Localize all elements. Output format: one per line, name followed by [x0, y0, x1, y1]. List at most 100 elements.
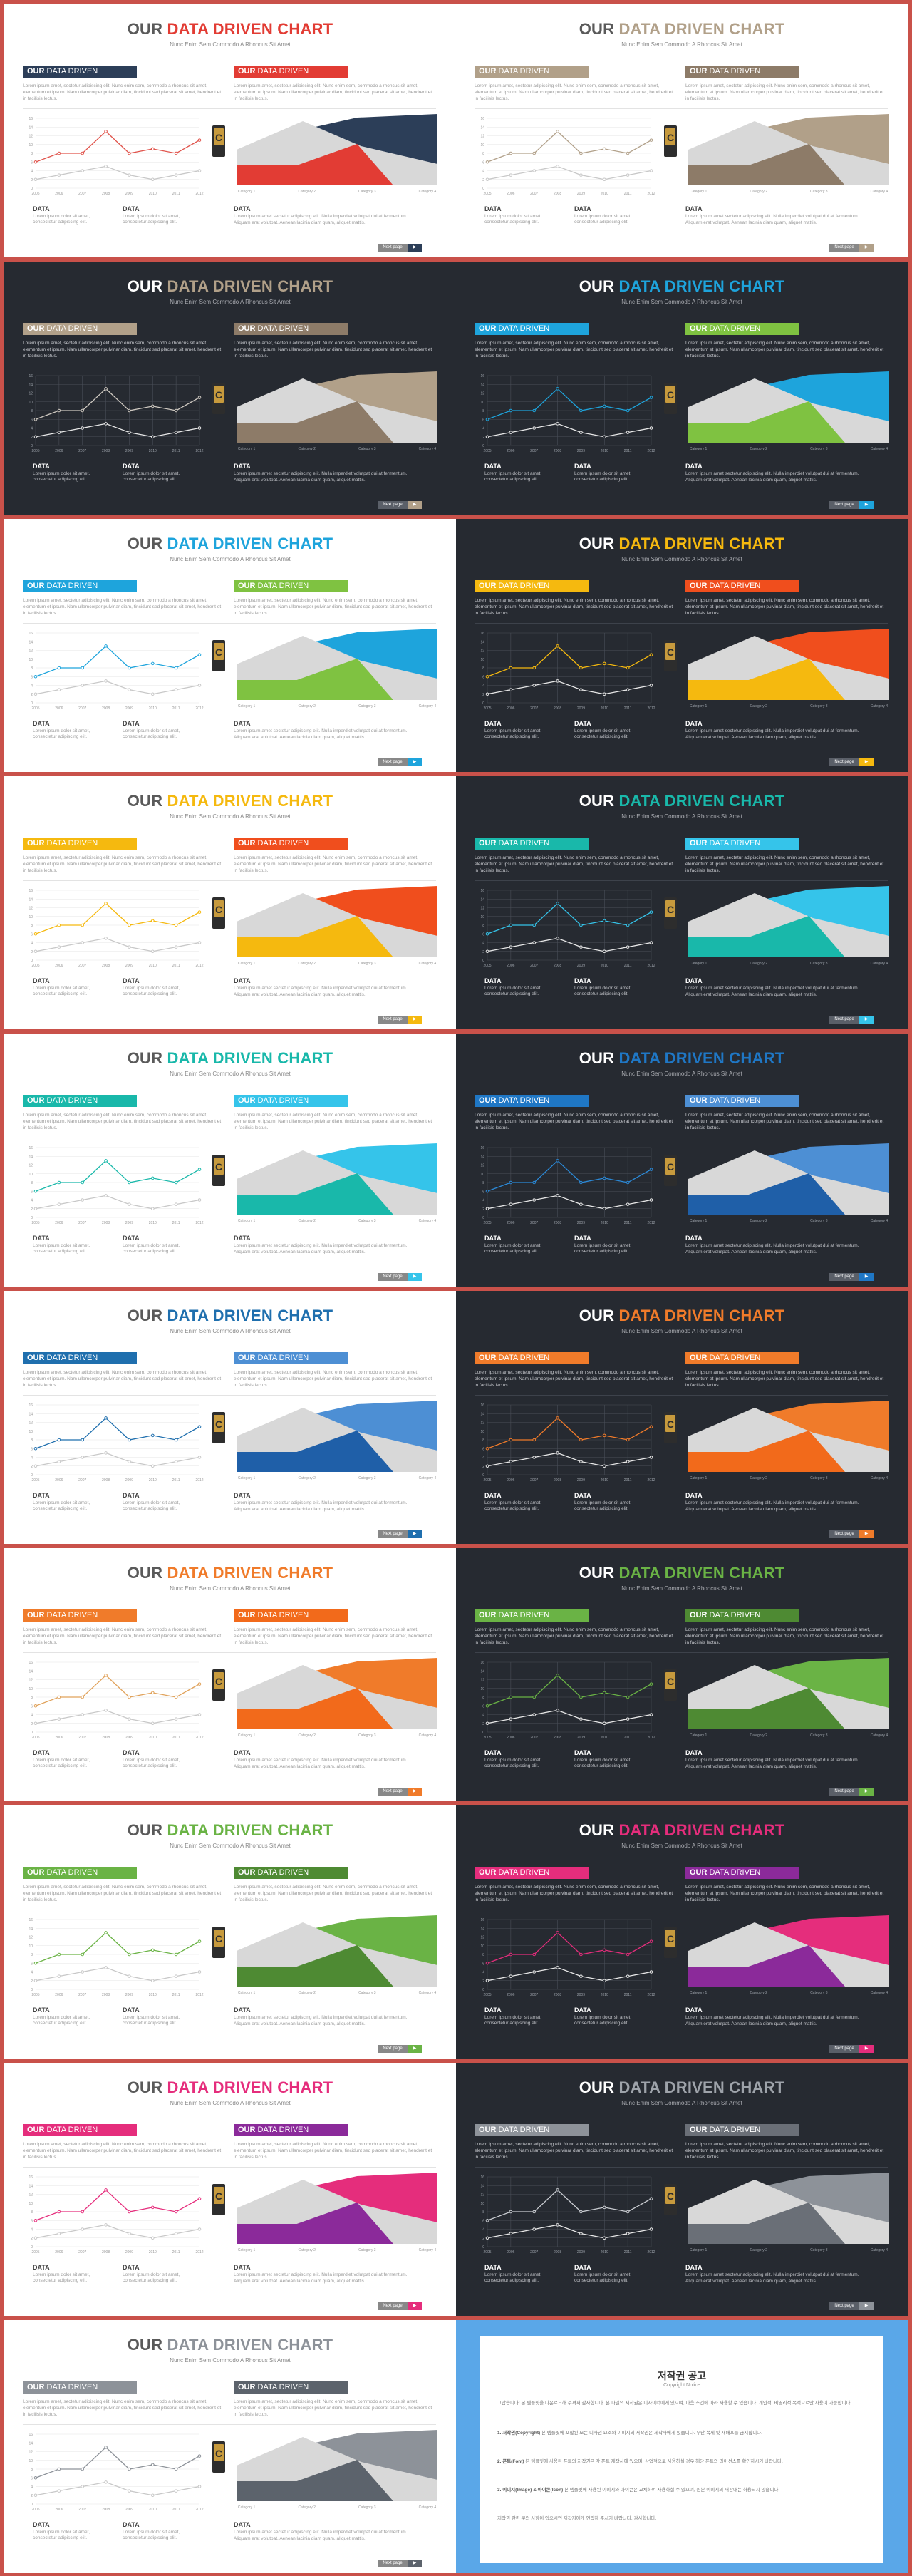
arrow-right-icon[interactable]: ▶: [859, 1788, 874, 1796]
arrow-right-icon[interactable]: ▶: [408, 1530, 422, 1538]
page-nav[interactable]: Next page ▶: [378, 244, 422, 252]
page-nav[interactable]: Next page ▶: [829, 244, 874, 252]
arrow-right-icon[interactable]: ▶: [859, 758, 874, 766]
page-nav[interactable]: Next page ▶: [378, 1016, 422, 1024]
page-nav[interactable]: Next page ▶: [829, 1016, 874, 1024]
page-nav-label: Next page: [829, 2302, 859, 2310]
arrow-right-icon[interactable]: ▶: [408, 2560, 422, 2567]
x-tick-label: 2010: [601, 964, 608, 968]
arrow-right-icon[interactable]: ▶: [408, 244, 422, 252]
slide-thumbnail[interactable]: OUR DATA DRIVEN CHART Nunc Enim Sem Comm…: [456, 2063, 908, 2316]
section-label-right: OUR DATA DRIVEN: [234, 1609, 348, 1622]
right-bottom-text: Lorem ipsum amet sectetur adipiscing eli…: [685, 2272, 859, 2284]
arrow-right-icon[interactable]: ▶: [859, 1273, 874, 1281]
slide-thumbnail[interactable]: OUR DATA DRIVEN CHART Nunc Enim Sem Comm…: [4, 519, 456, 772]
series-point: [174, 1202, 178, 1206]
page-nav[interactable]: Next page ▶: [829, 758, 874, 766]
arrow-right-icon[interactable]: ▶: [859, 1530, 874, 1538]
slide-thumbnail[interactable]: OUR DATA DRIVEN CHART Nunc Enim Sem Comm…: [456, 1548, 908, 1801]
page-nav[interactable]: Next page ▶: [829, 1530, 874, 1538]
page-nav-label: Next page: [378, 501, 408, 509]
series-point: [602, 1721, 606, 1726]
area-series-front: [688, 916, 845, 957]
page-nav[interactable]: Next page ▶: [378, 2560, 422, 2567]
series-point: [485, 1207, 489, 1211]
arrow-right-icon[interactable]: ▶: [408, 501, 422, 509]
y-tick-label: 0: [482, 1216, 484, 1220]
slide-thumbnail[interactable]: OUR DATA DRIVEN CHART Nunc Enim Sem Comm…: [4, 1548, 456, 1801]
right-bottom-text: Lorem ipsum amet sectetur adipiscing eli…: [685, 1243, 859, 1254]
slide-subtitle: Nunc Enim Sem Commodo A Rhoncus Sit Amet: [170, 41, 291, 48]
data-text-2: Lorem ipsum dolor sit amet, consectetur …: [123, 471, 180, 482]
arrow-right-icon[interactable]: ▶: [408, 1273, 422, 1281]
line-chart: 0 2 4 6 8 10 12 14 16 2005 2006 2007 2008 2009 2010 201…: [28, 889, 203, 968]
arrow-right-icon[interactable]: ▶: [859, 2302, 874, 2310]
slide-thumbnail[interactable]: OUR DATA DRIVEN CHART Nunc Enim Sem Comm…: [4, 4, 456, 257]
data-heading-1: DATA: [484, 463, 502, 470]
x-tick-label: 2008: [554, 1221, 561, 1225]
y-tick-label: 10: [28, 401, 33, 405]
section-label-right: OUR DATA DRIVEN: [685, 323, 799, 335]
slide-thumbnail[interactable]: OUR DATA DRIVEN CHART Nunc Enim Sem Comm…: [456, 4, 908, 257]
page-nav[interactable]: Next page ▶: [378, 1788, 422, 1796]
slide-thumbnail[interactable]: OUR DATA DRIVEN CHART Nunc Enim Sem Comm…: [4, 2320, 456, 2573]
page-nav[interactable]: Next page ▶: [829, 1273, 874, 1281]
slide-thumbnail[interactable]: OUR DATA DRIVEN CHART Nunc Enim Sem Comm…: [456, 1034, 908, 1287]
data-text-1: Lorem ipsum dolor sit amet, consectetur …: [33, 986, 90, 996]
x-tick-label: 2008: [102, 1221, 110, 1225]
data-heading-3: DATA: [234, 2006, 251, 2014]
series-point: [104, 165, 108, 168]
slide-thumbnail[interactable]: OUR DATA DRIVEN CHART Nunc Enim Sem Comm…: [4, 2063, 456, 2316]
slide-thumbnail[interactable]: OUR DATA DRIVEN CHART Nunc Enim Sem Comm…: [456, 776, 908, 1029]
area-series-front: [237, 1945, 393, 1987]
series-point: [128, 1717, 131, 1721]
slide-thumbnail[interactable]: OUR DATA DRIVEN CHART Nunc Enim Sem Comm…: [4, 1291, 456, 1544]
series-line-1: [35, 2189, 200, 2221]
arrow-right-icon[interactable]: ▶: [408, 758, 422, 766]
slide-thumbnail[interactable]: OUR DATA DRIVEN CHART Nunc Enim Sem Comm…: [456, 519, 908, 772]
area-category-label: Category 4: [419, 190, 437, 194]
data-text-2: Lorem ipsum dolor sit amet, consectetur …: [574, 471, 632, 482]
slide-thumbnail[interactable]: OUR DATA DRIVEN CHART Nunc Enim Sem Comm…: [456, 1291, 908, 1544]
divider: [23, 108, 436, 109]
arrow-right-icon[interactable]: ▶: [859, 2045, 874, 2053]
arrow-right-icon[interactable]: ▶: [408, 2302, 422, 2310]
series-point: [556, 1159, 559, 1163]
slide-thumbnail[interactable]: OUR DATA DRIVEN CHART Nunc Enim Sem Comm…: [4, 1805, 456, 2059]
slide-thumbnail[interactable]: OUR DATA DRIVEN CHART Nunc Enim Sem Comm…: [4, 262, 456, 515]
arrow-right-icon[interactable]: ▶: [408, 1788, 422, 1796]
arrow-right-icon[interactable]: ▶: [408, 2045, 422, 2053]
arrow-right-icon[interactable]: ▶: [859, 244, 874, 252]
arrow-right-icon[interactable]: ▶: [859, 1016, 874, 1024]
copyright-item-text: 본 템플릿에 사용된 폰트의 저작권은 각 폰트 제작사에 있으며, 상업적으로…: [525, 2459, 783, 2464]
arrow-right-icon[interactable]: ▶: [859, 501, 874, 509]
x-tick-label: 2012: [195, 192, 203, 196]
page-nav[interactable]: Next page ▶: [829, 2302, 874, 2310]
x-tick-label: 2011: [624, 1993, 632, 1997]
slide-thumbnail[interactable]: OUR DATA DRIVEN CHART Nunc Enim Sem Comm…: [4, 1034, 456, 1287]
page-nav[interactable]: Next page ▶: [378, 2302, 422, 2310]
page-nav[interactable]: Next page ▶: [378, 758, 422, 766]
page-nav[interactable]: Next page ▶: [378, 2045, 422, 2053]
page-nav[interactable]: Next page ▶: [378, 501, 422, 509]
copyright-outro: 저작권 관련 문의 사항이 있으시면 제작자에게 연락해 주시기 바랍니다. 감…: [497, 2516, 657, 2521]
page-nav[interactable]: Next page ▶: [378, 1273, 422, 1281]
copyright-slide[interactable]: 저작권 공고 Copyright Notice 고맙습니다! 본 템플릿을 다운로드…: [456, 2320, 908, 2573]
arrow-right-icon[interactable]: ▶: [408, 1016, 422, 1024]
series-point: [602, 2236, 606, 2240]
series-point: [33, 160, 38, 164]
area-category-label: Category 3: [810, 447, 828, 451]
series-point: [33, 692, 38, 696]
page-nav[interactable]: Next page ▶: [829, 2045, 874, 2053]
section-label-left: OUR DATA DRIVEN: [23, 66, 137, 78]
area-category-label: Category 4: [419, 2248, 437, 2252]
slide-thumbnail[interactable]: OUR DATA DRIVEN CHART Nunc Enim Sem Comm…: [4, 776, 456, 1029]
page-nav[interactable]: Next page ▶: [378, 1530, 422, 1538]
page-nav[interactable]: Next page ▶: [829, 1788, 874, 1796]
x-tick-label: 2010: [601, 1478, 608, 1483]
slide-thumbnail[interactable]: OUR DATA DRIVEN CHART Nunc Enim Sem Comm…: [456, 1805, 908, 2059]
page-nav[interactable]: Next page ▶: [829, 501, 874, 509]
slide-title: OUR DATA DRIVEN CHART: [579, 1821, 785, 1839]
slide-thumbnail[interactable]: OUR DATA DRIVEN CHART Nunc Enim Sem Comm…: [456, 262, 908, 515]
data-text-1: Lorem ipsum dolor sit amet, consectetur …: [484, 1758, 542, 1768]
